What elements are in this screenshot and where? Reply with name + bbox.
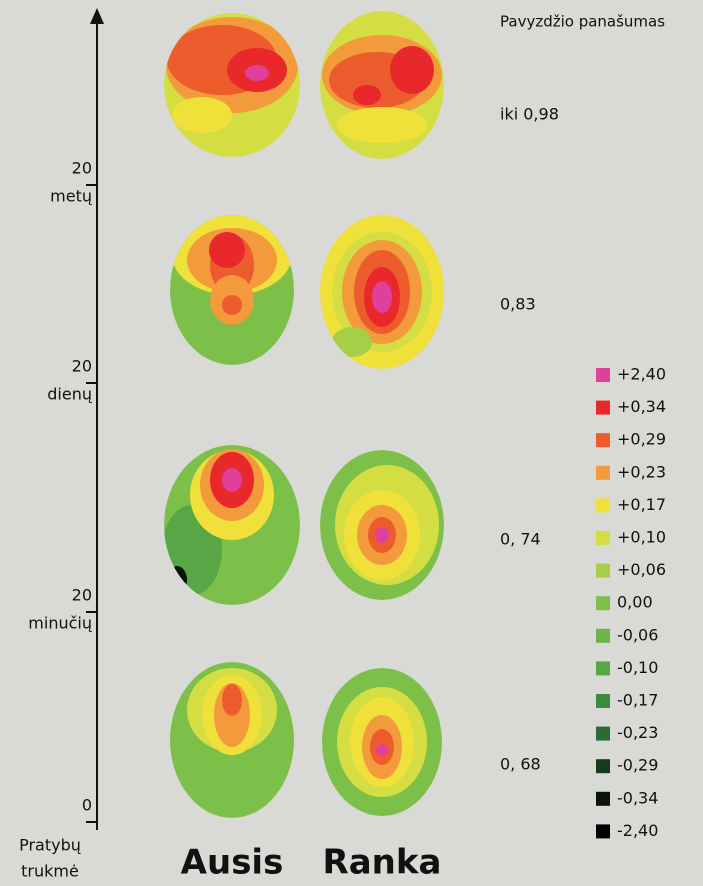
- legend-label: -0,29: [617, 756, 658, 775]
- legend-label: -0,23: [617, 723, 658, 742]
- brain-region: [172, 97, 232, 133]
- similarity-value: 0, 68: [500, 755, 541, 774]
- brain-region: [222, 684, 242, 716]
- brain-map: [322, 668, 442, 816]
- legend-label: +0,34: [617, 397, 666, 416]
- legend-label: 0,00: [617, 593, 653, 612]
- legend-swatch: [596, 596, 610, 610]
- legend-swatch: [596, 792, 610, 806]
- legend-label: -0,06: [617, 625, 658, 644]
- legend-swatch: [596, 498, 610, 512]
- brain-region: [337, 107, 427, 143]
- brain-region: [353, 85, 381, 105]
- legend-swatch: [596, 564, 610, 578]
- legend-swatch: [596, 759, 610, 773]
- brain-region: [209, 232, 245, 268]
- legend-swatch: [596, 433, 610, 447]
- legend-label: -2,40: [617, 821, 658, 840]
- tick-number: 20: [72, 159, 92, 178]
- legend-label: +0,17: [617, 495, 666, 514]
- legend-label: -0,34: [617, 788, 658, 807]
- brain-map: [320, 215, 444, 369]
- legend-label: +0,06: [617, 560, 666, 579]
- legend-label: +2,40: [617, 365, 666, 384]
- similarity-value: 0,83: [500, 295, 536, 314]
- column-label: Ranka: [323, 843, 442, 883]
- figure: Pavyzdžio panašumas 20 metų 20 dienų 20 minuč…: [0, 0, 703, 886]
- legend-label: -0,10: [617, 658, 658, 677]
- brain-region: [376, 744, 388, 756]
- brain-region: [245, 65, 269, 81]
- column-label: Ausis: [181, 843, 284, 883]
- brain-region: [372, 281, 392, 313]
- tick-unit: metų: [50, 187, 92, 206]
- legend-swatch: [596, 368, 610, 382]
- legend-swatch: [596, 661, 610, 675]
- similarity-value: iki 0,98: [500, 105, 559, 124]
- legend-swatch: [596, 466, 610, 480]
- similarity-value: 0, 74: [500, 530, 541, 549]
- tick-number: 0: [82, 796, 92, 815]
- brain-map: [320, 450, 444, 600]
- legend-label: +0,23: [617, 462, 666, 481]
- brain-map: [164, 13, 300, 157]
- legend-label: -0,17: [617, 691, 658, 710]
- legend-swatch: [596, 401, 610, 415]
- tick-unit: minučių: [28, 614, 92, 633]
- legend-swatch: [596, 694, 610, 708]
- tick-unit: dienų: [47, 385, 92, 404]
- similarity-title: Pavyzdžio panašumas: [500, 13, 665, 31]
- legend-swatch: [596, 531, 610, 545]
- legend-swatch: [596, 727, 610, 741]
- brain-region: [390, 46, 434, 94]
- brain-region: [222, 468, 242, 492]
- axis-title: Pratybų: [19, 836, 81, 855]
- brain-map: [170, 215, 294, 365]
- legend-label: +0,10: [617, 528, 666, 547]
- brain-region: [375, 527, 389, 543]
- brain-region: [222, 295, 242, 315]
- legend-swatch: [596, 629, 610, 643]
- tick-number: 20: [72, 586, 92, 605]
- legend-label: +0,29: [617, 430, 666, 449]
- brain-map: [170, 662, 294, 818]
- axis-title: trukmė: [21, 862, 79, 881]
- brain-map: [320, 11, 444, 159]
- legend-swatch: [596, 824, 610, 838]
- tick-number: 20: [72, 357, 92, 376]
